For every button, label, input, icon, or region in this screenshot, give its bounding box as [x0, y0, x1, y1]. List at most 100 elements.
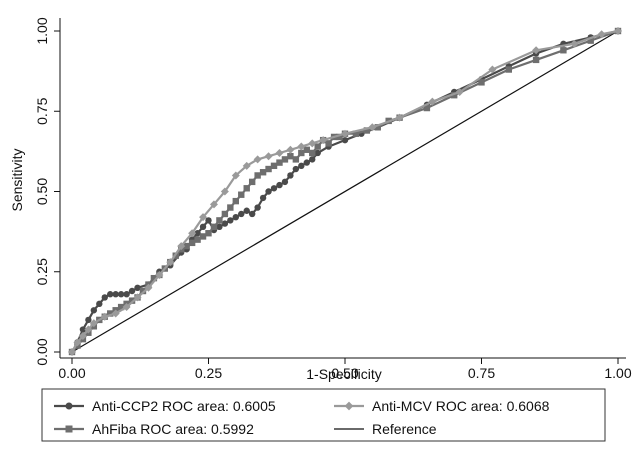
series-1-point	[597, 30, 606, 39]
series-0-point	[292, 165, 300, 173]
series-0-point	[134, 284, 141, 291]
series-0-point	[254, 204, 261, 211]
series-1-point	[614, 27, 622, 35]
series-2-point	[292, 156, 300, 163]
series-1-point	[89, 319, 98, 328]
series-2-point	[150, 274, 158, 282]
series-2-point	[194, 236, 201, 243]
series-2-point	[188, 239, 196, 247]
series-2-point	[210, 223, 218, 231]
series-1-point	[275, 148, 284, 157]
x-tick-label: 0.50	[331, 365, 358, 381]
series-2-point	[451, 92, 458, 99]
series-0-point	[117, 291, 125, 298]
series-0-point	[232, 213, 239, 221]
y-tick-label: 0.25	[34, 258, 50, 285]
series-2-point	[505, 66, 512, 73]
series-layer	[68, 27, 622, 356]
legend-box	[41, 388, 606, 442]
series-2-point	[298, 149, 305, 157]
series-2-point	[183, 242, 190, 250]
series-0-point	[341, 136, 349, 144]
series-2-point	[107, 310, 114, 317]
x-tick-label: 0.00	[58, 365, 85, 381]
series-2-point	[560, 47, 567, 54]
series-1-point	[188, 229, 197, 238]
series-0-point	[96, 300, 103, 308]
series-1-point	[242, 161, 251, 170]
series-2-point	[254, 172, 261, 179]
series-1-point	[231, 171, 240, 180]
series-1-point	[122, 303, 131, 312]
series-2-point	[248, 178, 256, 186]
series-1-point	[177, 242, 186, 251]
legend-item: AhFiba ROC area: 0.5992	[54, 421, 254, 437]
series-3	[71, 30, 619, 353]
series-2-point	[221, 210, 229, 218]
series-0-point	[123, 291, 130, 298]
series-2-point	[363, 127, 371, 134]
series-1-point	[144, 283, 153, 292]
series-0-point	[238, 210, 245, 218]
series-0-point	[276, 181, 283, 189]
series-2-point	[227, 204, 234, 211]
series-2-point	[265, 165, 272, 173]
series-0-point	[101, 294, 108, 301]
series-1-point	[220, 187, 229, 196]
series-2-point	[270, 162, 278, 170]
series-2-point	[232, 197, 239, 205]
series-2-point	[199, 233, 207, 240]
series-2-point	[205, 230, 212, 237]
series-0-point	[270, 185, 278, 192]
series-1-point	[532, 46, 541, 55]
series-2-point	[587, 37, 594, 44]
legend-item: Anti-CCP2 ROC area: 0.6005	[54, 398, 276, 414]
legend-swatch-point	[344, 401, 354, 411]
legend-label: Anti-MCV ROC area: 0.6068	[372, 398, 550, 414]
series-0-point	[194, 230, 201, 237]
series-0-point	[216, 223, 223, 231]
series-0-point	[314, 149, 321, 157]
series-1-point	[155, 270, 164, 279]
series-0-point	[205, 217, 212, 224]
series-0-point	[309, 156, 316, 163]
series-2-point	[532, 56, 540, 64]
series-0-point	[227, 217, 234, 224]
series-1	[68, 27, 622, 356]
series-0-point	[107, 291, 114, 298]
series-2-point	[287, 152, 294, 160]
series-2-point	[309, 149, 316, 157]
legend-label: Reference	[372, 421, 437, 437]
x-tick-label: 0.75	[468, 365, 495, 381]
x-tick-label: 1.00	[604, 365, 631, 381]
legend-label: AhFiba ROC area: 0.5992	[92, 421, 254, 437]
series-0-point	[112, 291, 119, 298]
series-1-point	[68, 348, 76, 356]
series-3-line	[71, 30, 619, 353]
series-1-point	[209, 200, 218, 209]
legend-item: Anti-MCV ROC area: 0.6068	[334, 398, 550, 414]
series-0-point	[90, 307, 98, 314]
series-1-point	[297, 142, 306, 151]
series-1-point	[133, 293, 142, 302]
series-0-point	[259, 194, 267, 202]
series-0-point	[298, 162, 305, 170]
series-2-point	[259, 169, 267, 176]
plot-area	[59, 18, 626, 359]
series-2-point	[336, 133, 343, 141]
series-2-point	[276, 159, 283, 166]
series-1-point	[319, 136, 328, 145]
series-2-point	[128, 297, 136, 304]
series-0-point	[221, 220, 229, 227]
series-2-point	[281, 156, 289, 163]
series-1-point	[78, 331, 87, 340]
x-tick-label: 0.25	[195, 365, 222, 381]
series-2-point	[374, 124, 381, 131]
series-0-point	[248, 210, 256, 218]
series-2-point	[117, 303, 125, 311]
series-1-point	[84, 325, 93, 334]
series-1-point	[199, 213, 208, 222]
series-0-point	[128, 287, 136, 295]
series-2-point	[238, 191, 245, 198]
legend-swatch-point	[65, 402, 73, 410]
